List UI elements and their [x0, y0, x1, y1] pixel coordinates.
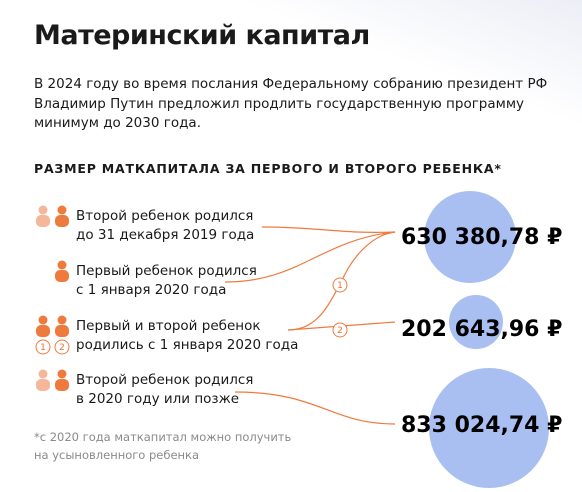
row-text: с 1 января 2020 года [76, 282, 227, 298]
footnote: *с 2020 года маткапитал можно получить на… [34, 428, 291, 464]
row-text: Первый и второй ребенок [76, 318, 261, 334]
row-text: Второй ребенок родился [76, 208, 254, 224]
marker-circle [35, 339, 51, 355]
intro: В 2024 году во время послания Федерально… [34, 76, 548, 131]
section-title: РАЗМЕР МАТКАПИТАЛА ЗА ПЕРВОГО И ВТОРОГО … [34, 161, 502, 176]
title: Материнский капитал [34, 20, 370, 51]
row-text: Второй ребенок родился [76, 372, 254, 388]
amount: 833 024,74 ₽ [401, 413, 562, 438]
baby-icon [55, 205, 69, 227]
marker: 2 [59, 343, 65, 353]
baby-icon [55, 315, 69, 337]
connector [261, 226, 396, 233]
row-text: до 31 декабря 2019 года [76, 227, 255, 243]
marker: 2 [337, 326, 343, 336]
baby-icon [36, 205, 50, 227]
marker: 1 [337, 281, 343, 291]
row: Второй ребенок родился до 31 декабря 2019… [76, 207, 254, 245]
marker: 1 [40, 343, 46, 353]
amount: 202 643,96 ₽ [401, 317, 562, 342]
baby-icon [55, 260, 69, 282]
row-text: родились с 1 января 2020 года [76, 337, 299, 353]
footnote-text: на усыновленного ребенка [34, 448, 200, 462]
marker-circle [332, 277, 348, 293]
row: Первый и второй ребенок родились с 1 янва… [76, 317, 298, 355]
amount-circle [429, 368, 549, 488]
row-text: в 2020 году или позже [76, 391, 240, 407]
amount: 630 380,78 ₽ [401, 225, 562, 250]
marker-circle [54, 339, 70, 355]
row-text: Первый ребенок родился [76, 263, 257, 279]
baby-icon [36, 315, 50, 337]
row: Первый ребенок родился с 1 января 2020 го… [76, 262, 257, 300]
amount-circle [424, 191, 516, 283]
row: Второй ребенок родился в 2020 году или по… [76, 371, 253, 409]
baby-icon [36, 369, 50, 391]
amount-circle [449, 295, 503, 349]
baby-icon [55, 369, 69, 391]
connector [234, 391, 396, 425]
markers: 1 2 1 2 [35, 277, 348, 355]
connector [224, 231, 396, 283]
footnote-text: *с 2020 года маткапитал можно получить [34, 430, 292, 444]
marker-circle [332, 322, 348, 338]
baby-icons [36, 205, 69, 391]
